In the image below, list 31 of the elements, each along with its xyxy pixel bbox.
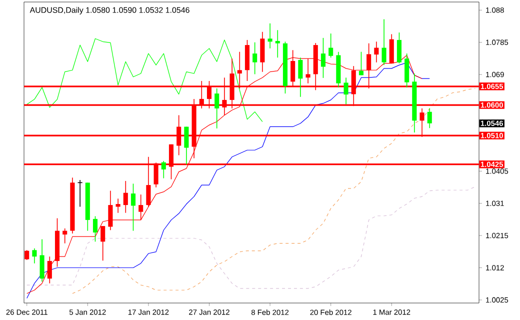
candlestick <box>24 250 30 260</box>
candlestick <box>100 226 106 262</box>
candlestick <box>344 77 348 105</box>
candlestick <box>260 31 265 72</box>
candlestick <box>214 88 220 129</box>
candlestick <box>374 41 379 63</box>
candlestick <box>116 198 120 214</box>
candlestick <box>138 194 144 220</box>
candlestick <box>130 183 136 232</box>
line-series <box>26 38 263 122</box>
candlestick <box>328 33 334 58</box>
candlestick <box>306 58 310 84</box>
candlestick <box>32 248 37 264</box>
candlestick <box>404 53 410 88</box>
candlestick <box>275 30 280 58</box>
candlestick <box>298 57 303 98</box>
candlestick <box>252 42 258 75</box>
candlestick <box>382 18 386 66</box>
candlestick <box>62 228 68 244</box>
candlestick <box>268 22 272 49</box>
candlestick <box>358 51 364 76</box>
candlestick <box>161 160 166 179</box>
candlestick <box>123 180 128 214</box>
candlestick <box>92 216 98 242</box>
candlestick <box>396 32 402 64</box>
candlestick <box>40 238 44 282</box>
candlestick <box>108 190 113 231</box>
candlestick <box>320 38 326 78</box>
candlestick <box>427 108 432 128</box>
candlestick <box>47 256 52 284</box>
candlestick <box>184 126 189 165</box>
